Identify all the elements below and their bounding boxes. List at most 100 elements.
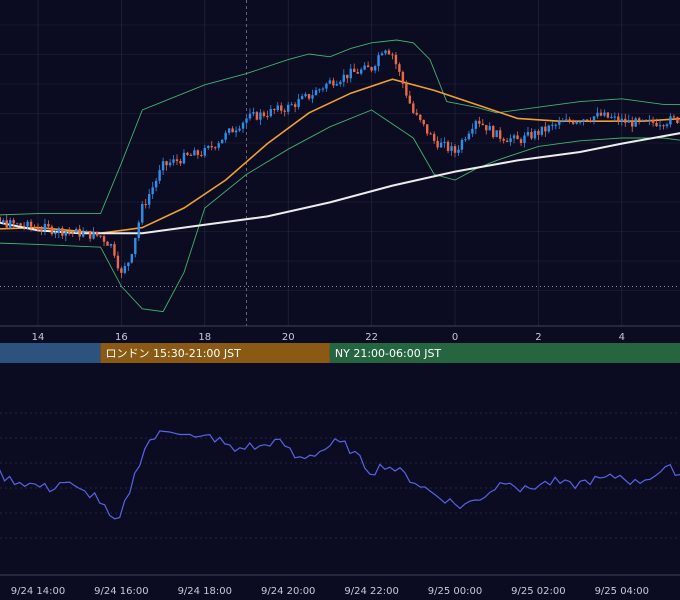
candle-up <box>75 228 78 233</box>
candle-up <box>384 50 387 54</box>
candle-up <box>509 138 512 142</box>
candle-up <box>207 145 210 149</box>
candle-up <box>467 133 471 140</box>
candle-up <box>220 139 224 144</box>
session-block <box>100 343 330 363</box>
candle-up <box>57 228 61 233</box>
candle-up <box>547 125 551 132</box>
candle-down <box>36 227 40 231</box>
candle-up <box>151 187 154 195</box>
candle-down <box>88 230 92 239</box>
candle-up <box>658 125 662 127</box>
candle-up <box>526 132 530 136</box>
candle-up <box>349 68 352 79</box>
candle-down <box>255 112 259 120</box>
candle-down <box>662 125 665 127</box>
candle-down <box>544 126 547 132</box>
candle-up <box>335 84 339 86</box>
candle-down <box>589 120 592 122</box>
main-grid <box>0 0 680 327</box>
candle-down <box>401 71 405 84</box>
candle-down <box>366 65 370 68</box>
candle-down <box>412 103 415 113</box>
candle-down <box>530 132 533 139</box>
candle-up <box>328 80 332 84</box>
candle-up <box>137 222 140 238</box>
candle-up <box>359 69 363 74</box>
candle-up <box>287 104 290 112</box>
candle-up <box>363 65 366 70</box>
x-tick-label: 9/25 02:00 <box>511 586 565 597</box>
candle-down <box>266 115 269 117</box>
candle-down <box>116 255 120 269</box>
candle-up <box>558 121 561 125</box>
candle-up <box>304 94 307 97</box>
candle-up <box>565 119 568 122</box>
session-label: NY 21:00-06:00 JST <box>335 347 442 360</box>
candle-up <box>641 119 644 121</box>
candle-up <box>259 112 262 120</box>
candle-down <box>676 117 679 124</box>
candle-up <box>172 159 175 163</box>
candle-down <box>481 123 484 126</box>
candle-down <box>61 228 64 236</box>
candlesticks <box>0 48 680 279</box>
candle-up <box>450 146 453 151</box>
candle-down <box>22 225 26 227</box>
candle-down <box>419 114 422 120</box>
candle-down <box>293 104 297 107</box>
candle-up <box>603 112 606 116</box>
candle-down <box>47 223 50 227</box>
candle-up <box>439 142 443 148</box>
candle-down <box>478 120 481 124</box>
bollinger-bands <box>0 39 680 313</box>
candle-down <box>436 140 439 148</box>
candle-up <box>443 141 446 143</box>
candle-up <box>321 88 325 90</box>
candle-down <box>120 268 123 273</box>
candle-up <box>669 116 672 125</box>
candle-down <box>196 150 200 155</box>
candle-down <box>405 83 408 96</box>
x-tick-label: 14 <box>32 332 45 343</box>
candle-down <box>505 140 509 142</box>
candle-down <box>519 139 523 144</box>
candle-up <box>154 180 158 188</box>
candle-down <box>644 119 648 121</box>
candle-up <box>342 74 345 82</box>
x-tick-label: 9/24 22:00 <box>344 586 398 597</box>
candle-up <box>141 204 144 223</box>
candle-up <box>523 135 526 144</box>
candle-up <box>471 128 474 134</box>
candle-down <box>113 244 116 256</box>
candle-down <box>40 230 43 232</box>
oscillator-line <box>0 430 680 520</box>
candle-up <box>227 128 231 133</box>
candle-up <box>512 135 516 139</box>
session-block <box>329 343 680 363</box>
candle-down <box>106 241 109 246</box>
candle-down <box>99 235 102 237</box>
candle-up <box>613 116 617 118</box>
candle-up <box>64 231 67 236</box>
candle-down <box>370 67 373 71</box>
x-tick-label: 9/24 18:00 <box>178 586 232 597</box>
candle-up <box>554 124 557 126</box>
candle-down <box>186 152 189 155</box>
candle-up <box>217 143 220 148</box>
candle-up <box>561 121 564 123</box>
candle-down <box>144 204 147 206</box>
candle-up <box>224 132 227 140</box>
candle-down <box>356 71 359 74</box>
candle-up <box>54 232 57 235</box>
main-x-axis: 14 16 18 20 22 0 2 4 <box>32 332 625 343</box>
x-tick-label: 9/25 00:00 <box>428 586 482 597</box>
oscillator-grid <box>0 412 680 576</box>
session-bar: ロンドン 15:30-21:00 JST NY 21:00-06:00 JST <box>0 343 680 363</box>
candle-up <box>2 220 5 223</box>
x-tick-label: 22 <box>365 332 378 343</box>
candle-down <box>585 119 589 121</box>
candle-up <box>241 122 245 129</box>
candle-down <box>200 154 203 156</box>
